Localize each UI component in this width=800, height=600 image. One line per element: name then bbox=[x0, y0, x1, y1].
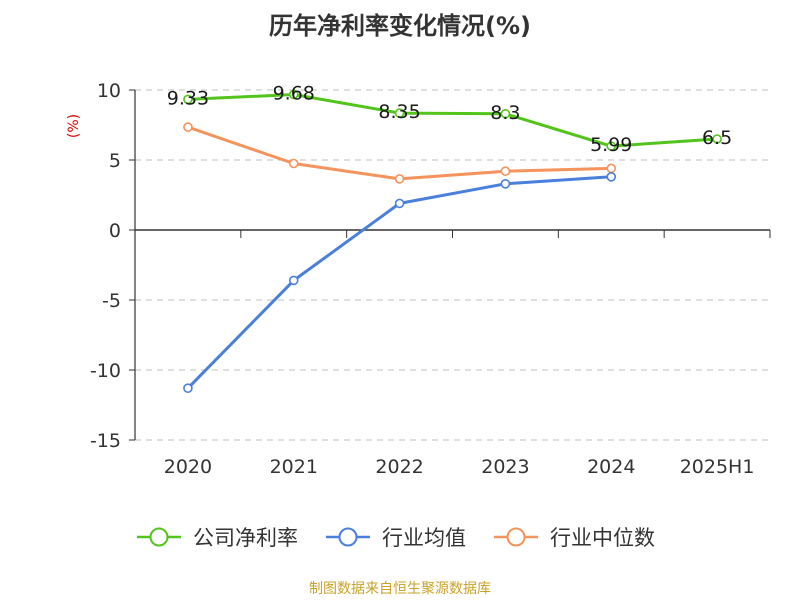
x-tick-label: 2024 bbox=[587, 456, 635, 478]
axis-layer: 10 5 0 -5 -10 -15 2020 2021 2022 2023 2024 2025H1 (%… bbox=[66, 80, 771, 478]
data-point bbox=[183, 122, 193, 132]
legend-marker bbox=[149, 527, 169, 547]
series-line bbox=[187, 125, 612, 181]
legend-label: 公司净利率 bbox=[193, 526, 298, 550]
data-point bbox=[606, 163, 617, 174]
legend-label: 行业中位数 bbox=[550, 526, 655, 550]
data-point bbox=[183, 94, 193, 105]
data-point bbox=[500, 166, 511, 176]
data-label: 5.99 bbox=[590, 134, 632, 156]
legend-marker bbox=[338, 527, 358, 547]
data-label: 9.33 bbox=[167, 87, 209, 109]
y-axis-label: (%) bbox=[66, 114, 82, 138]
x-tick-label: 2022 bbox=[375, 456, 423, 478]
data-point bbox=[288, 158, 299, 169]
data-label-layer: 9.33 9.68 8.35 8.3 5.99 6.5 bbox=[167, 82, 732, 156]
series-line bbox=[187, 92, 718, 148]
y-tick-label: -15 bbox=[90, 430, 121, 452]
grid-layer bbox=[135, 89, 770, 441]
series-line bbox=[186, 175, 612, 390]
data-label: 6.5 bbox=[702, 127, 732, 149]
data-point bbox=[288, 275, 299, 286]
data-point bbox=[712, 134, 722, 144]
series-layer bbox=[183, 89, 722, 394]
y-tick-label: -10 bbox=[90, 360, 121, 382]
data-point bbox=[183, 383, 193, 394]
x-tick-label: 2021 bbox=[270, 456, 318, 478]
legend-item[interactable]: 公司净利率 bbox=[137, 526, 298, 550]
data-point bbox=[394, 108, 405, 118]
legend-marker bbox=[506, 527, 526, 547]
x-tick-label: 2020 bbox=[164, 456, 212, 478]
y-tick-label: 0 bbox=[109, 220, 121, 242]
data-label: 9.68 bbox=[273, 82, 315, 104]
data-point bbox=[606, 172, 617, 182]
data-label: 8.35 bbox=[378, 101, 420, 123]
x-tick-label: 2023 bbox=[481, 456, 529, 478]
legend: 公司净利率 行业均值 行业中位数 bbox=[137, 526, 655, 550]
legend-item[interactable]: 行业均值 bbox=[326, 526, 466, 550]
data-point bbox=[394, 198, 405, 209]
data-point bbox=[606, 141, 617, 151]
data-label: 8.3 bbox=[490, 102, 520, 124]
source-note: 制图数据来自恒生聚源数据库 bbox=[309, 581, 491, 597]
y-tick-label: -5 bbox=[102, 290, 121, 312]
legend-label: 行业均值 bbox=[382, 526, 466, 550]
data-point bbox=[394, 174, 405, 184]
data-point bbox=[500, 179, 511, 189]
y-tick-label: 10 bbox=[97, 80, 121, 102]
data-point bbox=[288, 89, 299, 100]
y-tick-label: 5 bbox=[109, 150, 121, 172]
legend-item[interactable]: 行业中位数 bbox=[494, 526, 655, 550]
chart-title: 历年净利率变化情况(%) bbox=[269, 12, 531, 40]
data-point bbox=[500, 109, 511, 119]
x-tick-label: 2025H1 bbox=[680, 456, 755, 478]
